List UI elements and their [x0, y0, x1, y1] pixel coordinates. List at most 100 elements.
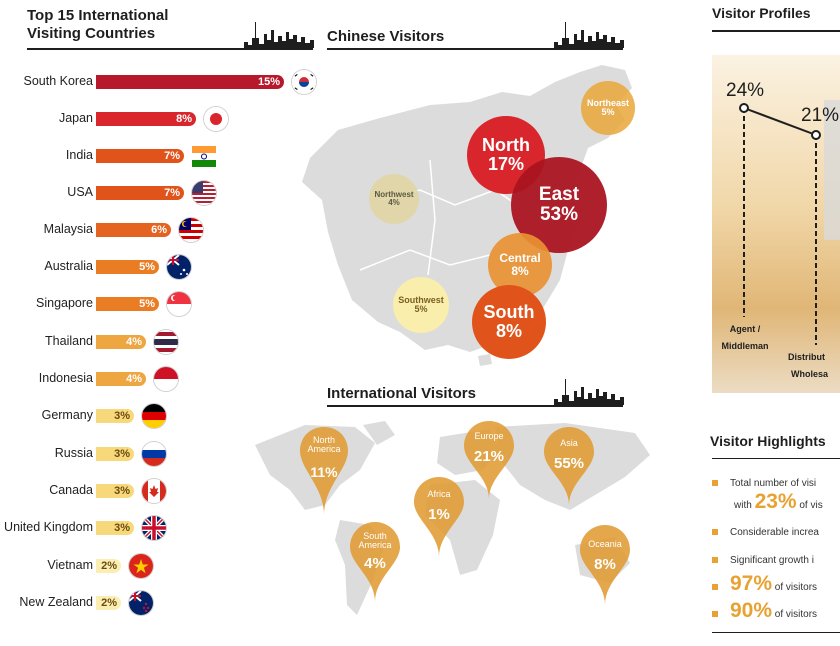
highlight-text: with [734, 500, 755, 511]
bar: 5% [96, 297, 159, 311]
top-countries-title: Top 15 International Visiting Countries [27, 7, 168, 43]
pin-south-america: South America 4% [350, 522, 400, 604]
highlight-item: Considerable increa [712, 527, 819, 538]
bar-row: Australia 5% [0, 255, 320, 279]
international-visitors-title: International Visitors [327, 385, 476, 402]
india-flag-icon [192, 144, 216, 168]
region-bubble-northeast: Northeast 5% [581, 81, 635, 135]
profile-category-label: Agent / Middleman [712, 321, 778, 355]
bar-label: Canada [49, 483, 93, 497]
bar-row: Thailand 4% [0, 330, 320, 354]
region-name: North [482, 135, 530, 156]
bar: 4% [96, 372, 146, 386]
bar-label: Indonesia [38, 371, 93, 385]
highlight-item: 97% of visitors [712, 572, 817, 596]
south-korea-flag-icon [292, 70, 316, 94]
pin-asia: Asia 55% [544, 427, 594, 507]
bar-row: Russia 3% [0, 442, 320, 466]
bar-row: USA 7% [0, 181, 320, 205]
bar: 4% [96, 335, 146, 349]
map-pin-icon [300, 427, 348, 515]
region-bubble-south: South 8% [472, 285, 546, 359]
region-value: 8% [495, 321, 522, 341]
international-visitors-rule [327, 405, 623, 407]
bar: 7% [96, 186, 184, 200]
bar: 5% [96, 260, 159, 274]
bar-value: 6% [151, 224, 167, 236]
region-bubble-northwest: Northwest 4% [369, 174, 419, 224]
region-name: South [483, 302, 535, 323]
highlight-text: Significant growth i [730, 555, 814, 566]
profile-category-label: Distribut Wholesa [788, 349, 840, 383]
highlight-item: Total number of visi [712, 478, 816, 489]
scrollbar-track [824, 100, 840, 240]
region-name: Southwest [398, 294, 444, 305]
usa-flag-icon [192, 181, 216, 205]
bar-label: Russia [54, 446, 93, 460]
bar-value: 3% [114, 522, 130, 534]
visitor-profiles-panel: 24% 21% Agent / Middleman Distribut Whol… [712, 55, 840, 393]
profile-point [811, 130, 821, 140]
profile-category-line: Middleman [721, 341, 769, 351]
region-name: Europe [474, 431, 504, 441]
region-value: 53% [539, 204, 579, 225]
bar-row: Germany 3% [0, 404, 320, 428]
bar-value: 3% [114, 410, 130, 422]
region-name: Africa [427, 489, 451, 499]
canada-flag-icon [142, 479, 166, 503]
bar-value: 2% [101, 597, 117, 609]
united-kingdom-flag-icon [142, 516, 166, 540]
profile-value: 24% [726, 80, 765, 101]
highlight-item: 90% of visitors [712, 599, 817, 623]
profile-value: 21% [801, 105, 840, 126]
chinese-visitors-rule [327, 48, 623, 50]
indonesia-flag-icon [154, 367, 178, 391]
region-value: 1% [428, 506, 450, 523]
bar: 2% [96, 559, 121, 573]
bar: 7% [96, 149, 184, 163]
region-value: 8% [511, 264, 529, 278]
top-countries-title-line1: Top 15 International [27, 7, 169, 24]
bar-value: 5% [139, 298, 155, 310]
bar-label: USA [67, 185, 93, 199]
bar-row: Malaysia 6% [0, 218, 320, 242]
visitor-profiles-line-chart [739, 100, 840, 345]
skyline-icon [550, 379, 624, 405]
bar-value: 3% [114, 448, 130, 460]
region-name: Asia [560, 438, 578, 448]
bar-row: Vietnam 2% [0, 554, 320, 578]
highlight-stat: 23% [754, 490, 797, 513]
highlight-text: of visitors [772, 609, 818, 620]
highlight-text: of vis [796, 500, 823, 511]
region-value: 55% [553, 455, 585, 472]
region-value: 17% [487, 154, 525, 174]
highlight-stat: 90% [730, 599, 773, 622]
region-value: 5% [601, 107, 615, 117]
pin-africa: Africa 1% [414, 477, 464, 559]
bullet-icon [712, 557, 718, 564]
bar: 6% [96, 223, 171, 237]
bullet-icon [712, 529, 718, 536]
highlight-stat: 97% [730, 572, 773, 595]
bar-label: South Korea [23, 74, 94, 88]
bar: 3% [96, 484, 134, 498]
pin-oceania: Oceania 8% [580, 525, 630, 607]
bar-label: Germany [41, 408, 93, 422]
skyline-icon [240, 22, 314, 48]
highlight-text: Total number of visi [730, 478, 817, 489]
bar-row: Indonesia 4% [0, 367, 320, 391]
top-countries-title-line2: Visiting Countries [27, 25, 156, 42]
visitor-highlights-title: Visitor Highlights [710, 433, 826, 449]
bar-row: Japan 8% [0, 107, 320, 131]
bar: 15% [96, 75, 284, 89]
region-name: South America [358, 531, 392, 550]
region-value: 5% [414, 304, 428, 314]
russia-flag-icon [142, 442, 166, 466]
bar-value: 15% [257, 76, 280, 88]
map-pin-icon [414, 477, 464, 557]
bar-label: Australia [44, 259, 93, 273]
bar-label: Singapore [36, 296, 93, 310]
visitor-profiles-title: Visitor Profiles [712, 5, 811, 21]
bar-label: Vietnam [47, 558, 93, 572]
new-zealand-flag-icon [129, 591, 153, 615]
